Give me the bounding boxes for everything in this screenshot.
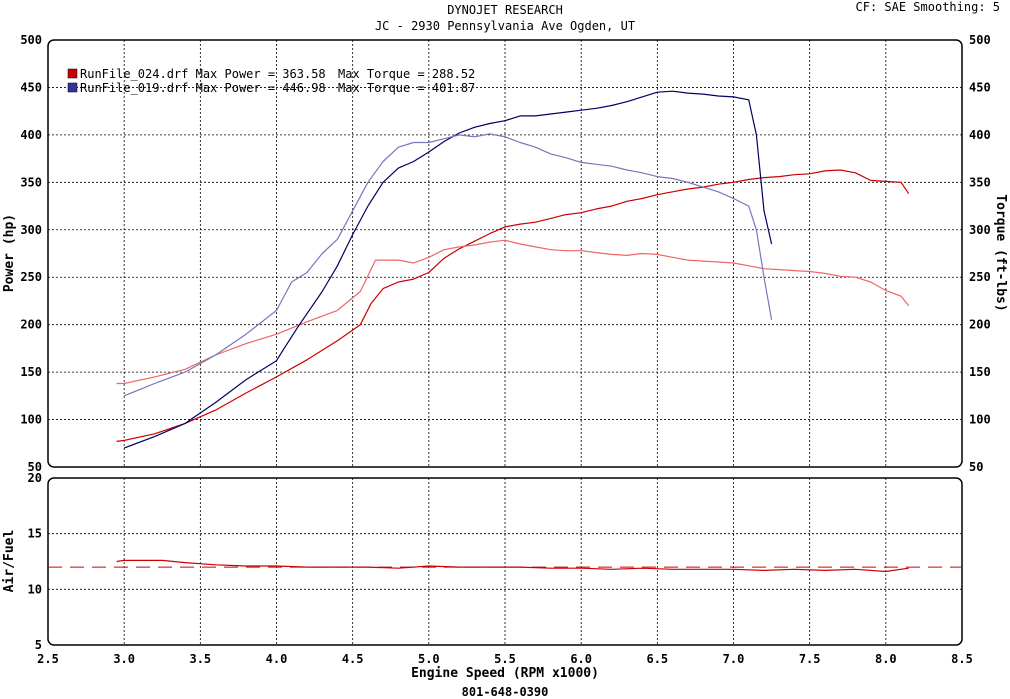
series-line-runfile-024-drf-air-fuel — [116, 559, 909, 573]
footer-phone: 801-648-0390 — [462, 685, 549, 699]
y-tick-label-power: 200 — [20, 318, 42, 332]
x-tick-label: 6.5 — [646, 652, 668, 666]
x-tick-label: 7.0 — [723, 652, 745, 666]
y-tick-label-power: 500 — [20, 33, 42, 47]
series-line-runfile-024-drf-power — [116, 169, 910, 442]
x-tick-label: 2.5 — [37, 652, 59, 666]
y-tick-label-power: 450 — [20, 80, 42, 94]
x-tick-label: 6.0 — [570, 652, 592, 666]
y-axis-label-afr: Air/Fuel — [2, 530, 17, 593]
legend-torque-run024: Max Torque = 288.52 — [338, 67, 475, 81]
y-tick-label-torque: 150 — [969, 365, 991, 379]
x-tick-label: 8.0 — [875, 652, 897, 666]
y-axis-label-power: Power (hp) — [2, 214, 17, 292]
y-tick-label-torque: 50 — [969, 460, 983, 474]
legend-marker-run019 — [67, 82, 78, 93]
x-tick-label: 8.5 — [951, 652, 973, 666]
legend-text-run019: RunFile_019.drf Max Power = 446.98 — [80, 81, 326, 95]
legend-marker-run024 — [67, 68, 78, 79]
legend-torque-run019: Max Torque = 401.87 — [338, 81, 475, 95]
x-tick-label: 3.5 — [189, 652, 211, 666]
y-tick-label-torque: 300 — [969, 223, 991, 237]
grid-layer — [47, 39, 963, 646]
y-axis-label-torque: Torque (ft-lbs) — [993, 194, 1008, 311]
y-tick-label-torque: 400 — [969, 128, 991, 142]
y-tick-label-torque: 200 — [969, 318, 991, 332]
x-axis-label: Engine Speed (RPM x1000) — [411, 666, 599, 681]
series-layer — [48, 90, 962, 573]
y-tick-label-afr: 20 — [28, 471, 42, 485]
x-tick-label: 3.0 — [113, 652, 135, 666]
y-tick-label-power: 100 — [20, 413, 42, 427]
y-tick-label-power: 350 — [20, 175, 42, 189]
chart-title: DYNOJET RESEARCH — [447, 3, 563, 17]
x-tick-label: 5.5 — [494, 652, 516, 666]
y-tick-label-power: 250 — [20, 270, 42, 284]
legend-text-run024: RunFile_024.drf Max Power = 363.58 — [80, 67, 326, 81]
y-tick-label-power: 50 — [28, 460, 42, 474]
chart-settings: CF: SAE Smoothing: 5 — [856, 0, 1001, 14]
x-tick-label: 5.0 — [418, 652, 440, 666]
y-tick-label-torque: 500 — [969, 33, 991, 47]
y-tick-label-power: 300 — [20, 223, 42, 237]
series-line-runfile-019-drf-torque — [123, 133, 773, 397]
y-tick-label-afr: 15 — [28, 527, 42, 541]
x-tick-label: 7.5 — [799, 652, 821, 666]
y-tick-label-power: 150 — [20, 365, 42, 379]
y-tick-label-torque: 100 — [969, 413, 991, 427]
x-tick-label: 4.0 — [266, 652, 288, 666]
series-line-runfile-019-drf-power — [123, 90, 773, 449]
y-tick-label-torque: 350 — [969, 175, 991, 189]
y-tick-label-power: 400 — [20, 128, 42, 142]
chart-subtitle: JC - 2930 Pennsylvania Ave Ogden, UT — [375, 19, 635, 33]
series-line-runfile-024-drf-torque — [116, 239, 910, 385]
y-tick-label-torque: 450 — [969, 80, 991, 94]
y-tick-label-torque: 250 — [969, 270, 991, 284]
x-tick-label: 4.5 — [342, 652, 364, 666]
y-tick-label-afr: 5 — [35, 638, 42, 652]
y-tick-label-afr: 10 — [28, 582, 42, 596]
